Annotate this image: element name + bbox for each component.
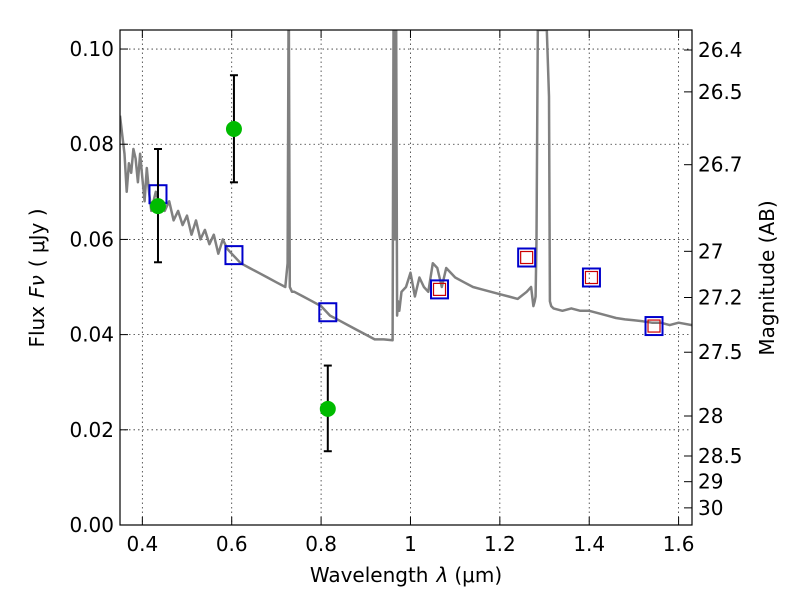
spectrum-line [120,30,692,342]
y2-tick-label: 27.2 [698,285,743,309]
y2-tick-label: 26.7 [698,153,743,177]
y-tick-label: 0.08 [69,132,114,156]
model-square [517,247,537,268]
x-axis-title: Wavelength λ (μm) [310,563,502,587]
y2-tick-label: 27 [698,239,723,263]
y2-tick-label: 26.5 [698,80,743,104]
observed-point [149,198,166,215]
y2-tick-label: 28.5 [698,444,743,468]
x-tick-label: 1.6 [663,532,695,556]
y2-tick-label: 30 [698,496,723,520]
model-square [430,279,450,300]
y-axis-title: FluxFν( μJy ) [25,208,49,347]
plot-frame [119,29,693,526]
y2-tick-label: 26.4 [698,38,743,62]
y-tick-label: 0.06 [69,227,114,251]
inner-square [647,319,661,333]
x-tick-label: 1.4 [573,532,605,556]
model-square [581,267,601,288]
inner-square [584,270,599,285]
x-tick-label: 0.4 [126,532,158,556]
model-square [644,316,664,337]
x-tick-label: 0.8 [305,532,337,556]
inner-square [520,250,534,265]
y2-tick-label: 27.5 [698,340,743,364]
y2-tick-label: 29 [698,470,723,494]
y-tick-label: 0.02 [69,418,114,442]
y-tick-label: 0.04 [69,323,114,347]
y2-tick-label: 28 [698,404,723,428]
observed-point [225,121,242,137]
model-square [224,245,244,266]
y-tick-label: 0.00 [69,513,114,537]
y2-axis-title: Magnitude (AB) [755,200,779,355]
grid-lines [120,30,692,526]
x-tick-label: 1 [404,532,417,556]
y-tick-label: 0.10 [69,37,114,61]
x-tick-label: 1.2 [484,532,516,556]
observed-point [319,400,336,417]
plot-area [120,30,692,453]
model-square [318,302,338,323]
axis-ticks: 0.4 0.6 0.8 1 1.2 1.4 1.6 0.00 0.02 0.04 0.06 0.08 0… [69,30,743,556]
inner-square [432,282,447,296]
x-tick-label: 0.6 [216,532,248,556]
